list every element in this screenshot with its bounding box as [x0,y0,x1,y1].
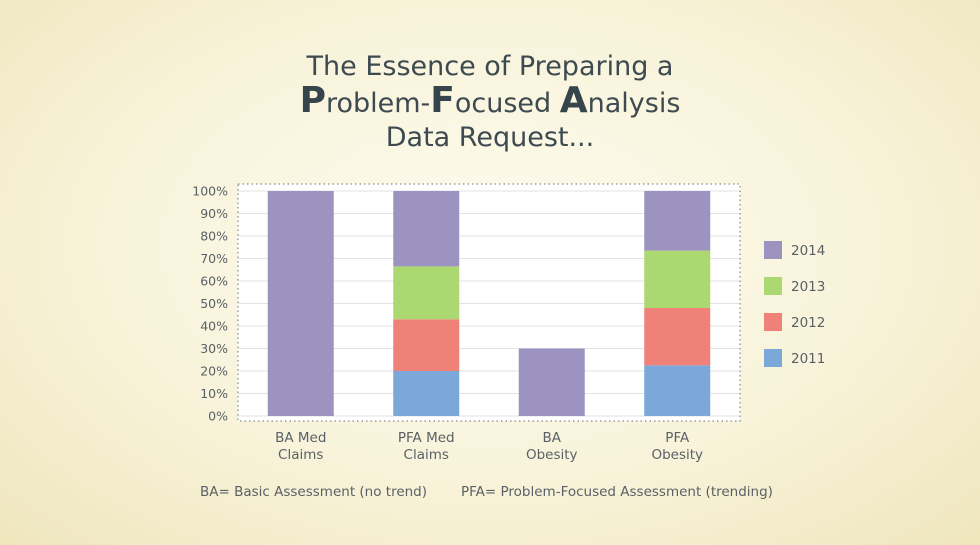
legend-label-2014: 2014 [791,243,825,259]
legend-swatch-2014 [764,241,782,259]
legend-swatch-2012 [764,313,782,331]
legend-label-2011: 2011 [791,351,825,367]
x-category-label: BA [543,430,562,446]
title-cap-a: A [559,80,588,121]
title-cap-f: F [430,80,455,121]
bar-segment-2011 [644,365,711,416]
plot-frame [237,183,741,422]
y-tick-label: 50% [200,296,228,311]
title-line-2: Problem-Focused Analysis [0,83,980,121]
bar-segment-2013 [644,250,711,308]
bar-segment-2011 [393,371,460,416]
y-tick-label: 20% [200,364,228,379]
bar-segment-2014 [267,191,334,416]
y-tick-label: 70% [200,251,228,266]
title-word-focused: ocused [454,88,560,119]
bar-segment-2012 [393,319,460,371]
y-tick-label: 80% [200,229,228,244]
title-word-problem: roblem- [325,88,431,119]
bar-segment-2013 [393,266,460,320]
chart-title: The Essence of Preparing a Problem-Focus… [0,50,980,155]
y-tick-label: 0% [208,409,228,424]
y-tick-label: 10% [200,386,228,401]
bar-segment-2014 [393,191,460,267]
title-word-analysis: nalysis [587,88,681,119]
x-category-label: PFA [665,430,690,446]
legend-swatch-2013 [764,277,782,295]
y-tick-label: 40% [200,319,228,334]
title-cap-p: P [299,80,326,121]
y-tick-label: 90% [200,206,228,221]
x-category-label: BA Med [275,430,326,446]
legend-label-2012: 2012 [791,315,825,331]
y-tick-label: 30% [200,341,228,356]
legend-swatch-2011 [764,349,782,367]
footnote-pfa: PFA= Problem-Focused Assessment (trendin… [461,484,773,500]
bar-segment-2014 [518,348,585,416]
x-category-label: Obesity [651,447,703,463]
x-category-label: Claims [404,447,449,463]
title-line-1: The Essence of Preparing a [306,51,674,82]
legend-label-2013: 2013 [791,279,825,295]
footnote-ba: BA= Basic Assessment (no trend) [200,484,428,500]
bar-segment-2012 [644,308,711,366]
y-tick-label: 60% [200,274,228,289]
bar-segment-2014 [644,191,711,251]
x-category-label: Obesity [526,447,578,463]
y-tick-label: 100% [192,184,228,199]
x-category-label: Claims [278,447,323,463]
x-category-label: PFA Med [398,430,455,446]
title-line-3: Data Request... [385,122,595,153]
